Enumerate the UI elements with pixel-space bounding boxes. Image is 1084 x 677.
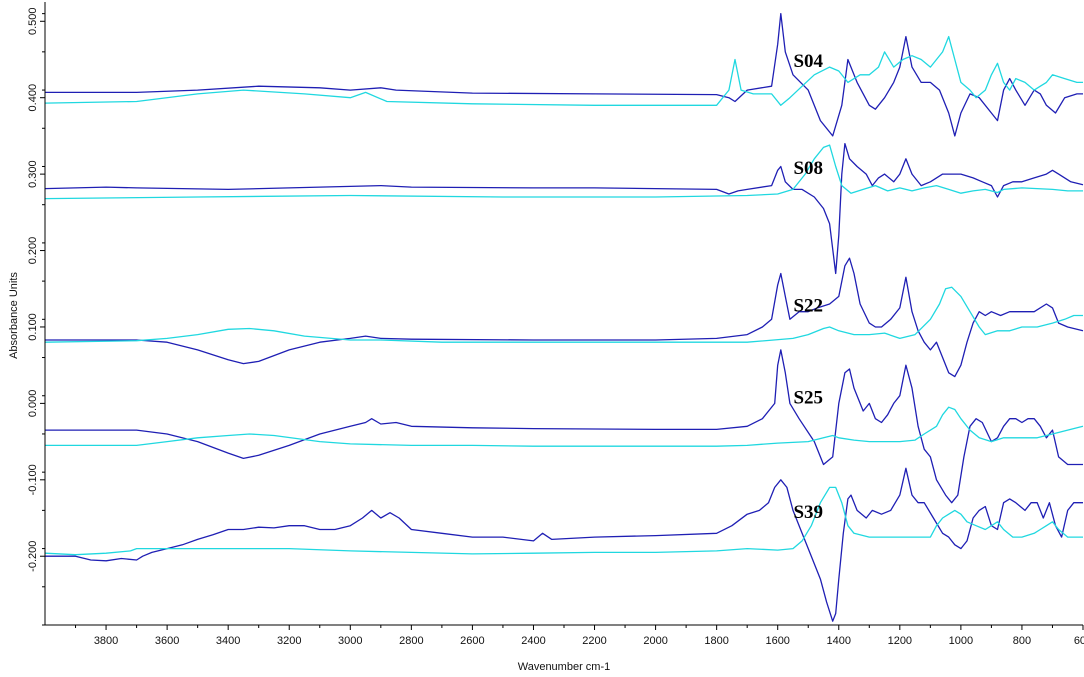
x-tick-label: 1200 — [888, 635, 912, 647]
series-lines — [44, 12, 1084, 622]
x-tick-label: 1000 — [949, 635, 973, 647]
sample-label-s22: S22 — [793, 296, 823, 317]
x-tick-label: 2800 — [399, 635, 423, 647]
axes: 3800 3600 3400 3200 3000 2800 2600 2400 2200 2000… — [27, 2, 1084, 647]
sample-label-s25: S25 — [793, 387, 823, 408]
y-axis-title: Absorbance Units — [8, 272, 20, 359]
y-tick-label: 0.000 — [27, 390, 39, 418]
x-tick-label: 1400 — [827, 635, 851, 647]
x-tick-label: 2400 — [521, 635, 545, 647]
series-line-s08-dark — [44, 142, 1084, 275]
x-tick-label: 600 — [1074, 635, 1084, 647]
x-tick-label: 3600 — [155, 635, 179, 647]
x-tick-label: 3200 — [277, 635, 301, 647]
series-line-s39-dark — [45, 467, 1083, 622]
y-tick-label: -0.100 — [27, 464, 39, 495]
x-tick-label: 2000 — [643, 635, 667, 647]
y-tick-label: 0.500 — [27, 8, 39, 36]
x-tick-label: 1800 — [704, 635, 728, 647]
series-labels: S04 S08 S22 S25 S39 — [793, 51, 823, 523]
x-tick-label: 800 — [1013, 635, 1031, 647]
series-line-s04-light — [44, 35, 1083, 106]
x-tick-label: 3400 — [216, 635, 240, 647]
y-axis-ticks: 0.500 0.400 0.300 0.200 0.100 0.000 -0.100 -0.2… — [27, 8, 45, 626]
x-tick-label: 1600 — [765, 635, 789, 647]
series-line-s22-light — [44, 286, 1083, 343]
x-tick-label: 2200 — [582, 635, 606, 647]
y-tick-label: 0.400 — [27, 84, 39, 112]
series-line-s25-dark — [45, 349, 1083, 504]
series-line-s04-dark — [45, 12, 1083, 137]
y-tick-label: 0.100 — [27, 313, 39, 341]
x-axis-title: Wavenumber cm-1 — [518, 661, 611, 673]
series-line-s25-light — [45, 406, 1084, 447]
y-tick-label: 0.200 — [27, 237, 39, 265]
series-line-s22-dark — [45, 257, 1084, 378]
y-tick-label: 0.300 — [27, 160, 39, 188]
x-tick-label: 2600 — [460, 635, 484, 647]
sample-label-s08: S08 — [793, 158, 823, 179]
series-line-s08-light — [44, 144, 1083, 200]
series-line-s39-light — [44, 486, 1083, 556]
sample-label-s04: S04 — [793, 51, 823, 72]
x-tick-label: 3000 — [338, 635, 362, 647]
sample-label-s39: S39 — [793, 502, 823, 523]
x-tick-label: 3800 — [94, 635, 118, 647]
y-tick-label: -0.200 — [27, 541, 39, 572]
x-axis-ticks: 3800 3600 3400 3200 3000 2800 2600 2400 2200 2000… — [75, 625, 1084, 647]
